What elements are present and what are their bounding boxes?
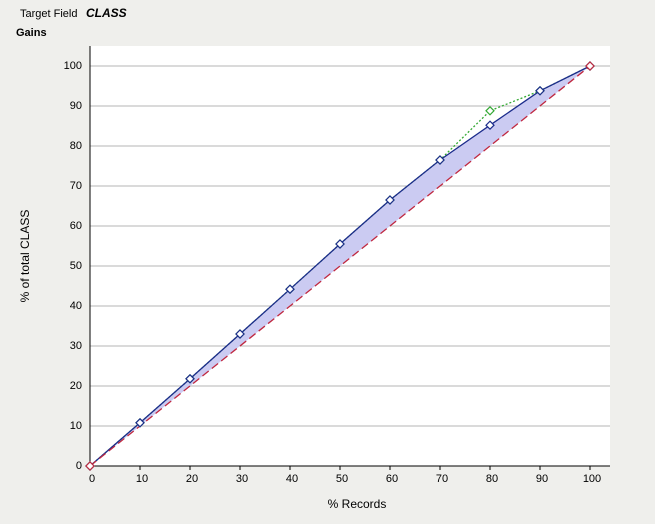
point-marker bbox=[335, 239, 345, 249]
y-tick-label: 100 bbox=[64, 60, 82, 72]
point-marker bbox=[585, 61, 595, 71]
x-tick-label: 70 bbox=[436, 473, 448, 485]
point-marker bbox=[485, 120, 495, 131]
point-marker bbox=[135, 417, 145, 428]
y-tick-label: 20 bbox=[70, 380, 82, 392]
y-tick-label: 80 bbox=[70, 140, 82, 152]
x-tick-label: 60 bbox=[386, 473, 398, 485]
x-axis-label: % Records bbox=[328, 497, 387, 511]
point-marker bbox=[435, 155, 445, 165]
point-marker bbox=[385, 195, 395, 205]
x-tick-label: 20 bbox=[186, 473, 198, 485]
field-label: Target Field bbox=[20, 8, 77, 20]
point-marker bbox=[185, 373, 195, 384]
y-tick-label: 40 bbox=[70, 300, 82, 312]
x-tick-label: 80 bbox=[486, 473, 498, 485]
x-tick-label: 0 bbox=[89, 473, 95, 485]
chart-subtitle: Gains bbox=[16, 27, 47, 39]
x-tick-label: 100 bbox=[583, 473, 601, 485]
point-marker bbox=[535, 85, 545, 96]
series-line bbox=[89, 65, 591, 467]
y-tick-label: 10 bbox=[70, 420, 82, 432]
series-line bbox=[89, 65, 591, 467]
point-marker bbox=[235, 329, 245, 339]
y-tick-label: 70 bbox=[70, 180, 82, 192]
y-tick-label: 60 bbox=[70, 220, 82, 232]
point-marker bbox=[485, 105, 495, 116]
chart-title: CLASS bbox=[86, 6, 127, 20]
x-tick-label: 10 bbox=[136, 473, 148, 485]
y-axis-label: % of total CLASS bbox=[18, 210, 32, 303]
y-tick-label: 50 bbox=[70, 260, 82, 272]
x-tick-label: 90 bbox=[536, 473, 548, 485]
point-marker bbox=[285, 284, 295, 295]
x-tick-label: 30 bbox=[236, 473, 248, 485]
x-tick-label: 40 bbox=[286, 473, 298, 485]
point-marker bbox=[85, 461, 95, 471]
y-tick-label: 30 bbox=[70, 340, 82, 352]
x-tick-label: 50 bbox=[336, 473, 348, 485]
y-tick-label: 90 bbox=[70, 100, 82, 112]
y-tick-label: 0 bbox=[76, 460, 82, 472]
